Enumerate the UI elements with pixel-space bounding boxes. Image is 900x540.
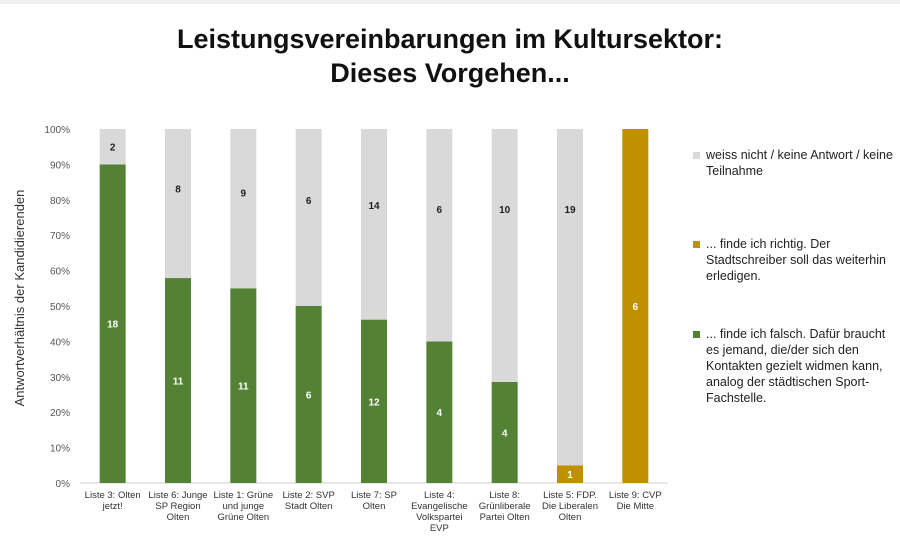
x-tick-label-line: Liste 1: Grüne xyxy=(213,490,273,501)
data-label-falsch: 11 xyxy=(238,382,249,393)
bar-segment-falsch xyxy=(491,381,518,483)
x-tick-label: Liste 6: Junge SP Region Olten xyxy=(148,490,207,523)
bar-segment-unknown xyxy=(361,129,387,320)
bar-segment-richtig xyxy=(557,465,583,483)
bar-segment-unknown xyxy=(426,129,453,342)
x-tick-label-line: Liste 9: CVP xyxy=(609,490,662,501)
bar-segment-falsch xyxy=(165,278,191,483)
x-tick-label-line: EVP xyxy=(430,523,449,534)
x-tick-label-line: Liste 4: xyxy=(424,490,455,501)
data-label-unknown: 2 xyxy=(110,143,116,154)
y-tick-label: 80% xyxy=(50,196,70,207)
x-tick-label-line: Liste 2: SVP xyxy=(283,490,335,501)
x-tick-label-line: Grünliberale xyxy=(479,501,531,512)
data-label-unknown: 8 xyxy=(175,185,181,196)
y-tick-label: 10% xyxy=(50,444,70,455)
data-label-falsch: 18 xyxy=(107,320,119,331)
y-tick-label: 100% xyxy=(44,125,70,136)
legend-label-falsch: ... finde ich falsch. Dafür braucht es j… xyxy=(706,327,886,405)
bar-segment-unknown xyxy=(295,129,322,306)
y-tick-label: 70% xyxy=(50,231,70,242)
x-tick-label-line: Liste 6: Junge xyxy=(148,490,207,501)
bar-segment-falsch xyxy=(361,319,387,483)
bar-segment-falsch xyxy=(426,341,453,483)
data-label-falsch: 12 xyxy=(368,397,380,408)
y-tick-label: 50% xyxy=(50,302,70,313)
data-label-unknown: 6 xyxy=(306,196,312,207)
bar-segment-unknown xyxy=(99,129,126,165)
data-label-unknown: 6 xyxy=(437,205,443,216)
x-tick-label-line: Volkspartei xyxy=(416,512,462,523)
x-tick-label-line: Olten xyxy=(363,501,386,512)
x-tick-label: Liste 4: Evangelische Volkspartei EVP xyxy=(411,490,468,534)
x-tick-label: Liste 9: CVP Die Mitte xyxy=(609,490,662,512)
data-label-unknown: 19 xyxy=(564,205,576,216)
data-label-falsch: 6 xyxy=(306,391,312,402)
chart-title-line1: Leistungsvereinbarungen im Kultursektor: xyxy=(176,24,724,54)
bar-segment-unknown xyxy=(165,129,191,279)
x-tick-label-line: Olten xyxy=(559,512,582,523)
legend-item-unknown: weiss nicht / keine Antwort / keine Teil… xyxy=(693,147,893,179)
data-label-falsch: 4 xyxy=(502,428,508,439)
x-tick-label: Liste 7: SP Olten xyxy=(351,490,397,512)
y-tick-label: 40% xyxy=(50,337,70,348)
x-tick-label: Liste 3: Olten jetzt! xyxy=(85,490,141,512)
x-tick-label-line: Liste 3: Olten xyxy=(85,490,141,501)
y-tick-label: 20% xyxy=(50,408,70,419)
bar-segment-unknown xyxy=(491,129,518,382)
x-tick-label-line: jetzt! xyxy=(102,501,123,512)
x-tick-label-line: Die Liberalen xyxy=(542,501,598,512)
data-label-unknown: 9 xyxy=(241,189,247,200)
x-tick-label: Liste 5: FDP. Die Liberalen Olten xyxy=(542,490,598,523)
y-axis-title: Antwortverhältnis der Kandidierenden xyxy=(12,190,27,407)
legend-swatch-falsch xyxy=(693,331,700,338)
x-tick-label: Liste 2: SVP Stadt Olten xyxy=(283,490,335,512)
legend-swatch-unknown xyxy=(693,152,700,159)
legend-item-falsch: ... finde ich falsch. Dafür braucht es j… xyxy=(693,326,893,406)
y-tick-label: 0% xyxy=(56,479,71,490)
x-tick-label-line: Liste 5: FDP. xyxy=(543,490,597,501)
legend-label-richtig: ... finde ich richtig. Der Stadtschreibe… xyxy=(706,237,886,283)
x-tick-label-line: SP Region xyxy=(155,501,200,512)
x-tick-label: Liste 1: Grüne und junge Grüne Olten xyxy=(213,490,273,523)
bar-segment-falsch xyxy=(230,288,257,483)
x-tick-label-line: Die Mitte xyxy=(617,501,654,512)
y-tick-label: 30% xyxy=(50,373,70,384)
x-tick-label-line: Olten xyxy=(167,512,190,523)
x-tick-label-line: und junge xyxy=(222,501,264,512)
bar-segment-falsch xyxy=(99,164,126,483)
data-label-richtig: 1 xyxy=(567,470,573,481)
x-tick-label: Liste 8: Grünliberale Partei Olten xyxy=(479,490,531,523)
data-label-falsch: 4 xyxy=(437,408,443,419)
bar-segment-richtig xyxy=(622,129,649,483)
data-label-unknown: 10 xyxy=(499,205,511,216)
x-tick-label-line: Stadt Olten xyxy=(285,501,333,512)
x-tick-label-line: Evangelische xyxy=(411,501,468,512)
x-tick-label-line: Grüne Olten xyxy=(217,512,269,523)
y-tick-label: 60% xyxy=(50,267,70,278)
chart-title-line2: Dieses Vorgehen... xyxy=(330,58,570,88)
bar-segment-falsch xyxy=(295,306,322,483)
x-tick-label-line: Liste 7: SP xyxy=(351,490,397,501)
data-label-unknown: 14 xyxy=(368,201,380,212)
bar-segment-unknown xyxy=(557,129,583,466)
bar-segment-unknown xyxy=(230,129,257,289)
data-label-richtig: 6 xyxy=(633,302,639,313)
legend-swatch-richtig xyxy=(693,241,700,248)
x-tick-label-line: Partei Olten xyxy=(480,512,530,523)
data-label-falsch: 11 xyxy=(173,377,184,388)
x-tick-label-line: Liste 8: xyxy=(489,490,520,501)
top-bar xyxy=(0,0,900,4)
y-tick-label: 90% xyxy=(50,160,70,171)
legend-item-richtig: ... finde ich richtig. Der Stadtschreibe… xyxy=(693,236,893,284)
legend-label-unknown: weiss nicht / keine Antwort / keine Teil… xyxy=(706,148,893,178)
chart-title: Leistungsvereinbarungen im Kultursektor:… xyxy=(0,22,900,90)
